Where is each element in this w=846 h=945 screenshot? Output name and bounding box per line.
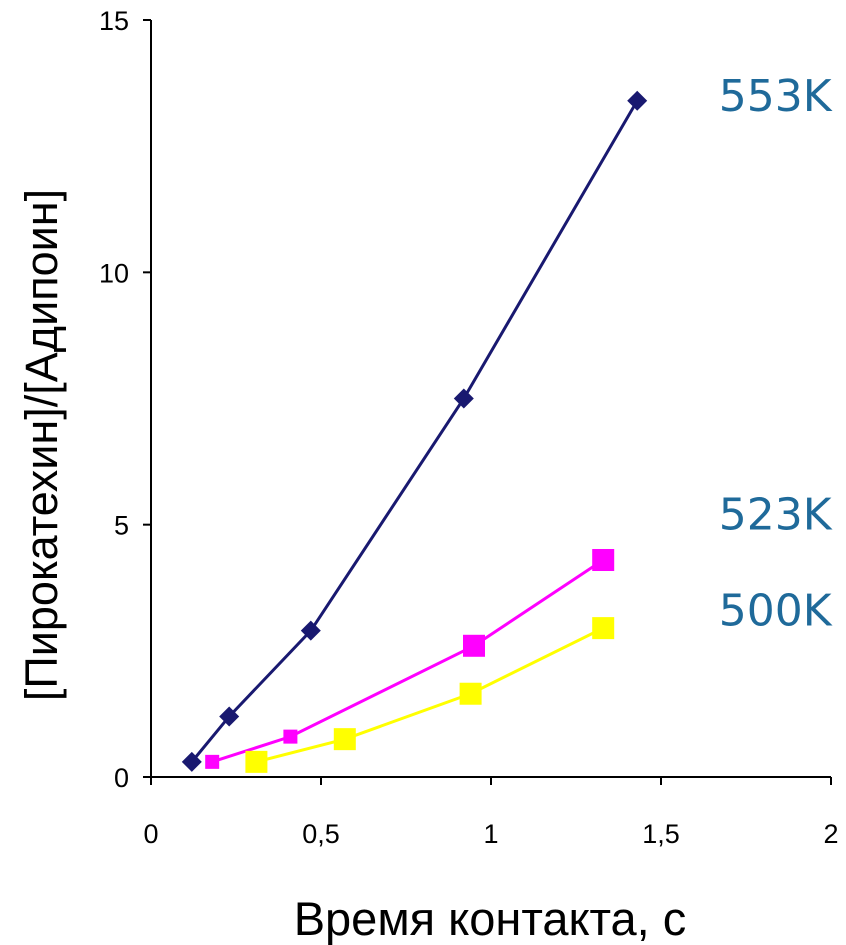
series-553k-point <box>453 388 474 409</box>
series-553k-point <box>300 620 321 641</box>
series-label-500k: 500K <box>719 586 833 637</box>
series-label-523k: 523K <box>719 490 833 541</box>
series-layer <box>181 90 648 773</box>
axes <box>150 20 831 778</box>
x-axis-title: Время контакта, с <box>294 892 687 945</box>
series-553k-point <box>181 751 202 772</box>
x-tick-label: 1 <box>483 819 498 849</box>
series-500k <box>245 617 615 773</box>
y-tick-label: 0 <box>114 763 129 793</box>
series-553k-point <box>219 706 240 727</box>
x-tick-label: 2 <box>823 819 838 849</box>
series-523k <box>205 548 615 769</box>
y-tick-label: 15 <box>99 6 129 36</box>
x-tick-label: 1,5 <box>642 819 680 849</box>
annotation-layer: 553K 523K 500K <box>719 71 833 637</box>
series-553k-line <box>190 99 639 763</box>
series-523k-point <box>592 548 615 571</box>
series-553k-point <box>627 90 648 111</box>
series-523k-point <box>283 729 298 744</box>
series-500k-line <box>256 626 604 764</box>
series-500k-point <box>245 750 268 773</box>
series-500k-point <box>333 728 356 751</box>
x-tick-label: 0,5 <box>302 819 340 849</box>
ticks: 0 5 10 15 0 0,5 1 1,5 2 <box>99 6 839 849</box>
series-523k-point <box>463 634 485 657</box>
series-500k-point <box>592 617 615 640</box>
series-523k-line <box>211 558 605 764</box>
y-tick-label: 5 <box>114 511 129 541</box>
series-label-553k: 553K <box>719 71 833 122</box>
y-tick-label: 10 <box>99 258 129 288</box>
series-500k-point <box>459 682 482 705</box>
x-tick-label: 0 <box>143 819 158 849</box>
series-523k-point <box>205 754 220 769</box>
y-axis-title: [Пирокатехин]/[Адипоин] <box>16 189 67 701</box>
series-553k <box>181 90 648 772</box>
